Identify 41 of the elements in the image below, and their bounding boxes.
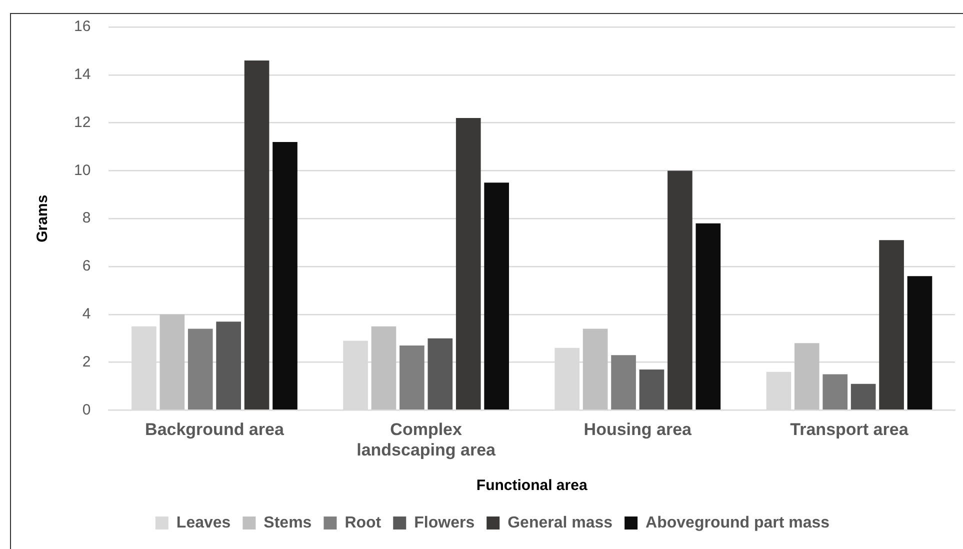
bar: [668, 170, 692, 410]
x-tick-label: Housing area: [584, 420, 692, 440]
legend-label: Aboveground part mass: [646, 514, 830, 532]
y-tick-label: 4: [82, 306, 91, 323]
y-tick-label: 10: [74, 162, 91, 179]
bar: [582, 328, 608, 410]
bar: [850, 384, 876, 410]
bar: [907, 276, 932, 410]
bar: [879, 240, 904, 410]
bar: [822, 374, 848, 410]
bar: [484, 182, 509, 410]
legend-label: Root: [344, 514, 382, 532]
y-tick-label: 6: [82, 258, 91, 275]
bar: [428, 338, 453, 410]
y-tick-label: 12: [74, 114, 91, 131]
x-tick-label: Transport area: [790, 420, 909, 440]
legend-label: Stems: [264, 514, 312, 532]
legend-label: Leaves: [176, 514, 231, 532]
x-axis-title: Functional area: [476, 477, 588, 494]
bar: [371, 326, 396, 410]
y-tick-label: 16: [74, 18, 91, 36]
y-tick-label: 8: [82, 210, 91, 227]
x-tick-label: Complex landscaping area: [356, 420, 496, 460]
legend-label: Flowers: [414, 514, 475, 532]
bar: [400, 346, 424, 410]
y-tick-label: 0: [82, 401, 91, 418]
bar: [696, 223, 721, 410]
bar: [272, 142, 298, 410]
bar: [188, 328, 213, 410]
y-axis-title: Grams: [34, 194, 52, 242]
bar: [639, 369, 664, 410]
bar: [160, 314, 185, 410]
bar: [611, 355, 636, 410]
bar: [794, 343, 820, 410]
x-tick-label: Background area: [145, 420, 284, 440]
bar: [216, 322, 241, 410]
legend-label: General mass: [508, 514, 613, 532]
y-tick-label: 2: [82, 353, 91, 370]
bar: [456, 118, 481, 410]
bar: [244, 60, 270, 410]
y-tick-label: 14: [74, 66, 91, 84]
